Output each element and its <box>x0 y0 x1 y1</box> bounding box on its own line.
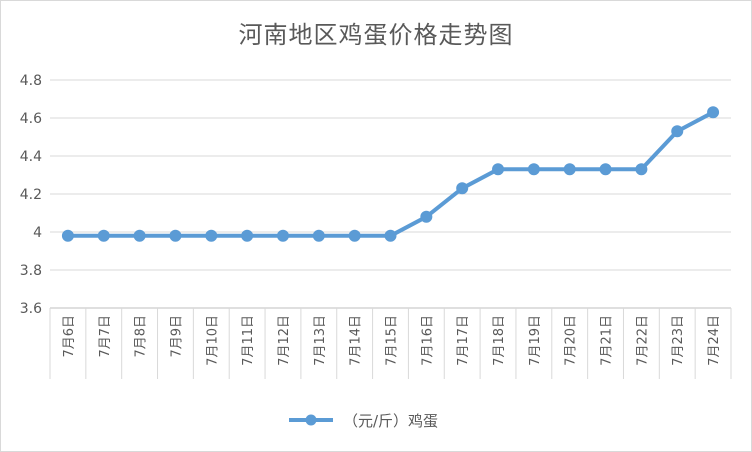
x-tick-label: 7月20日 <box>564 315 579 366</box>
y-tick-label: 4.2 <box>20 187 42 203</box>
data-point <box>276 229 289 242</box>
x-tick-label: 7月23日 <box>671 315 686 366</box>
data-point <box>671 125 684 138</box>
x-tick-label: 7月11日 <box>241 315 256 366</box>
x-tick-label: 7月12日 <box>277 315 292 366</box>
y-tick-label: 4.8 <box>20 73 42 89</box>
data-point <box>635 163 648 176</box>
data-point <box>61 229 74 242</box>
x-tick-label: 7月21日 <box>600 315 615 366</box>
data-point <box>348 229 361 242</box>
data-point <box>563 163 576 176</box>
data-point <box>97 229 110 242</box>
data-point <box>527 163 540 176</box>
x-tick-label: 7月17日 <box>456 315 471 366</box>
y-tick-label: 3.6 <box>20 301 42 317</box>
y-tick-label: 3.8 <box>20 263 42 279</box>
data-point <box>599 163 612 176</box>
chart-title: 河南地区鸡蛋价格走势图 <box>238 21 514 49</box>
legend-marker <box>305 414 317 426</box>
x-tick-label: 7月8日 <box>134 315 149 358</box>
x-tick-label: 7月16日 <box>420 315 435 366</box>
x-tick-label: 7月13日 <box>313 315 328 366</box>
y-tick-labels: 3.6 3.8 4 4.2 4.4 4.6 4.8 <box>20 73 42 317</box>
x-tick-label: 7月22日 <box>635 315 650 366</box>
x-tick-label: 7月14日 <box>349 315 364 366</box>
data-point <box>241 229 254 242</box>
axes <box>49 307 732 379</box>
series-layer <box>61 106 720 242</box>
x-tick-label: 7月15日 <box>385 315 400 366</box>
data-point <box>133 229 146 242</box>
x-tick-label: 7月24日 <box>707 315 722 366</box>
data-point <box>456 182 469 195</box>
data-point <box>169 229 182 242</box>
x-tick-labels: 7月6日 7月7日 7月8日 7月9日 7月10日 7月11日 7月12日 7月13日 7月14… <box>62 315 722 366</box>
x-tick-label: 7月19日 <box>528 315 543 366</box>
x-tick-label: 7月9日 <box>169 315 184 358</box>
x-tick-label: 7月10日 <box>205 315 220 366</box>
y-tick-label: 4.4 <box>20 149 42 165</box>
series-line <box>65 110 716 238</box>
y-tick-label: 4 <box>33 225 42 241</box>
data-point <box>384 229 397 242</box>
data-point <box>420 210 433 223</box>
data-point <box>205 229 218 242</box>
x-tick-label: 7月6日 <box>62 315 77 358</box>
x-tick-label: 7月18日 <box>492 315 507 366</box>
data-point <box>707 106 720 119</box>
y-tick-label: 4.6 <box>20 111 42 127</box>
legend: （元/斤）鸡蛋 <box>289 412 438 430</box>
x-tick-label: 7月7日 <box>98 315 113 358</box>
data-point <box>312 229 325 242</box>
data-point <box>492 163 505 176</box>
legend-label: （元/斤）鸡蛋 <box>343 412 438 430</box>
